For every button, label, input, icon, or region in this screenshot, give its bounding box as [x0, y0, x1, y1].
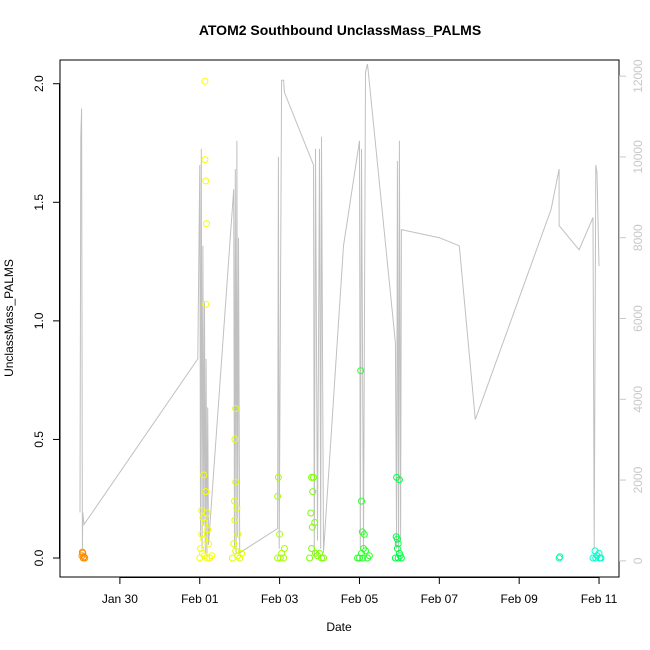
data-point	[357, 367, 365, 375]
data-point	[397, 554, 405, 562]
data-point	[206, 554, 214, 562]
data-point	[199, 514, 207, 522]
data-point	[236, 554, 244, 562]
data-point	[359, 554, 367, 562]
data-point	[592, 554, 600, 562]
plot-frame	[59, 59, 620, 578]
data-point	[201, 77, 209, 85]
data-point	[81, 554, 89, 562]
data-point	[231, 516, 239, 524]
data-point	[276, 554, 284, 562]
x-tick-label: Feb 05	[341, 592, 379, 606]
data-point	[203, 509, 211, 517]
y-axis-label: UnclassMass_PALMS	[2, 259, 16, 377]
data-point	[556, 553, 564, 561]
points-group	[78, 77, 605, 562]
axes-group: Jan 30 Feb 01 Feb 03 Feb 05 Feb 07 Feb 09 Feb …	[32, 59, 645, 606]
data-point	[364, 554, 371, 562]
x-tick-label: Feb 07	[421, 592, 459, 606]
y-tick-label: 0.0	[32, 549, 46, 566]
data-point	[234, 530, 242, 538]
data-point	[307, 509, 315, 517]
y-tick-label: 1.5	[32, 194, 46, 211]
y-tick-label: 0.5	[32, 431, 46, 448]
data-point	[360, 530, 368, 538]
data-point	[365, 552, 373, 560]
data-point	[320, 554, 327, 562]
x-tick-label: Jan 30	[102, 592, 138, 606]
data-point	[200, 535, 208, 543]
data-point	[394, 540, 402, 548]
data-point	[276, 530, 284, 538]
x-axis-label: Date	[326, 620, 352, 634]
y-tick-label: 1.0	[32, 312, 46, 329]
data-point	[205, 540, 212, 548]
data-point	[231, 435, 239, 443]
data-point	[358, 549, 365, 557]
chart-title: ATOM2 Southbound UnclassMass_PALMS	[199, 22, 481, 38]
y2-tick-label: 0	[631, 557, 645, 564]
data-point	[232, 405, 240, 413]
data-point	[202, 488, 210, 496]
data-point	[202, 300, 210, 308]
data-point	[311, 519, 319, 526]
data-point	[306, 554, 314, 562]
data-point	[393, 535, 401, 543]
data-point	[394, 554, 402, 562]
data-point	[204, 526, 212, 534]
data-point	[78, 548, 86, 556]
altitude-series-line	[79, 63, 600, 557]
y2-tick-label: 2000	[631, 466, 645, 493]
data-point	[395, 476, 403, 484]
data-point	[278, 549, 286, 557]
data-point	[230, 540, 238, 548]
data-point	[274, 492, 282, 500]
y2-tick-label: 12000	[631, 59, 645, 93]
data-point	[589, 554, 597, 562]
x-tick-label: Feb 03	[261, 592, 299, 606]
data-point	[596, 554, 604, 562]
data-point	[274, 473, 282, 481]
data-point	[308, 473, 316, 481]
x-tick-label: Feb 01	[181, 592, 219, 606]
x-tick-label: Feb 11	[581, 592, 618, 606]
data-point	[308, 545, 316, 552]
data-point	[229, 554, 236, 562]
data-point	[356, 554, 363, 562]
data-point	[318, 554, 325, 562]
data-point	[196, 554, 204, 562]
data-point	[201, 519, 208, 526]
data-point	[80, 553, 88, 561]
x-tick-label: Feb 09	[500, 592, 538, 606]
y2-tick-label: 10000	[631, 140, 645, 174]
data-point	[200, 471, 208, 479]
y2-tick-label: 8000	[631, 224, 645, 251]
data-point	[358, 497, 365, 505]
y-tick-label: 2.0	[32, 75, 46, 92]
y2-tick-label: 4000	[631, 386, 645, 413]
data-point	[316, 549, 323, 557]
data-point	[309, 488, 317, 496]
data-point	[208, 552, 216, 560]
data-point	[202, 177, 210, 185]
data-point	[232, 478, 240, 486]
data-point	[310, 473, 317, 481]
data-point	[231, 497, 238, 505]
data-point	[238, 549, 246, 557]
data-point	[203, 220, 210, 228]
altitude-line-group	[79, 63, 600, 557]
data-point	[201, 156, 209, 164]
data-point	[555, 554, 563, 562]
y2-tick-label: 6000	[631, 305, 645, 332]
data-point	[280, 554, 288, 562]
data-point	[233, 504, 241, 512]
data-point	[354, 554, 361, 562]
